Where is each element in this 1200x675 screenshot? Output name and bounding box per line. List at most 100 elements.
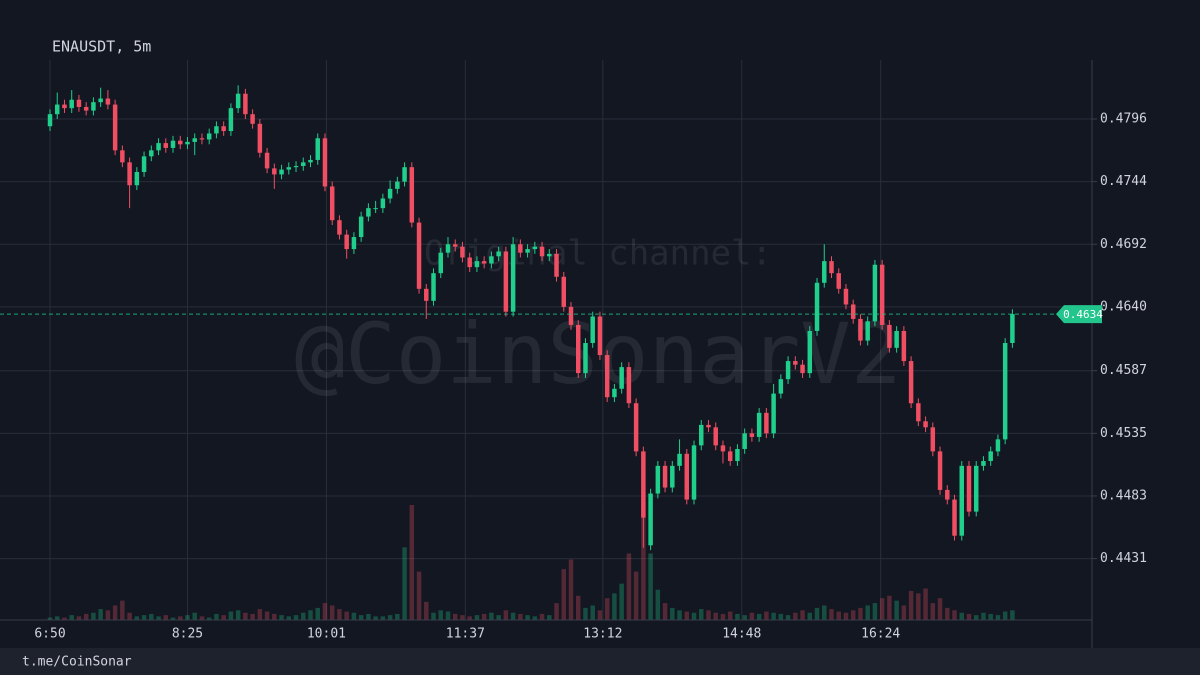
volume-bar [525,615,530,620]
candle-body [481,261,487,264]
candle-body [452,244,458,247]
volume-bar [1010,610,1015,620]
volume-bar [662,603,668,620]
volume-bar [228,611,234,620]
volume-bar [293,615,299,620]
candle-body [243,93,248,115]
candle-body [83,106,89,111]
candle-body [409,167,415,223]
candle-body [756,412,762,437]
volume-bar [380,616,386,620]
volume-bar [235,610,241,620]
candle-body [583,343,588,374]
candle-body [554,253,559,277]
volume-bar [633,571,639,620]
candle-body [916,403,921,422]
volume-bar [474,615,480,620]
volume-bar [822,605,827,620]
volume-bar [713,612,718,620]
volume-bar [930,603,936,620]
candle-body [930,427,936,452]
candle-body [901,330,907,362]
volume-bar [981,612,986,620]
candle-body [822,261,827,283]
candle-body [329,186,335,221]
candle-body [496,251,501,257]
candle-body [402,167,407,182]
volume-bar [402,547,407,620]
candle-body [62,104,67,109]
volume-bar [626,553,632,620]
volume-bar [199,616,205,620]
volume-bar [814,607,820,620]
volume-bar [879,598,885,620]
volume-bar [865,605,870,620]
candle-body [163,143,169,148]
volume-bar [807,612,813,620]
candle-body [771,393,776,434]
volume-bar [163,615,169,620]
candle-body [706,424,711,428]
candle-body [105,98,111,105]
volume-bar [358,615,364,620]
candle-body [467,257,472,268]
volume-bar [47,617,53,620]
candle-body [604,355,610,398]
candle-body [973,465,979,512]
candle-body [185,141,190,145]
volume-bar [134,616,140,620]
candle-body [829,261,834,274]
volume-bars [47,505,1015,620]
candle-body [547,253,552,257]
candle-body [879,264,885,325]
candle-body [98,98,103,103]
candle-body [206,133,212,140]
volume-bar [800,610,805,620]
volume-bar [286,616,292,620]
volume-bar [62,617,67,620]
volume-bar [561,569,567,620]
candle-body [228,108,234,132]
candle-body [887,324,892,348]
volume-bar [945,607,950,620]
volume-bar [272,613,277,620]
volume-bar [98,609,103,620]
volume-bar [91,612,96,620]
candle-body [945,489,950,500]
volume-bar [764,611,769,620]
candle-body [988,451,993,462]
candle-body [597,316,603,356]
candle-body [272,168,277,175]
volume-bar [83,613,89,620]
candle-body [568,306,574,325]
x-tick-label: 6:50 [34,627,65,642]
volume-bar [214,613,219,620]
volume-bar [872,603,878,620]
volume-bar [894,600,899,620]
volume-bar [496,615,501,620]
volume-bar [923,588,928,620]
volume-bar [395,613,400,620]
volume-bar [995,615,1001,620]
candle-body [937,451,943,490]
volume-bar [257,609,263,620]
candle-body [858,318,863,341]
candle-body [344,234,349,250]
volume-bar [699,609,704,620]
volume-bar [568,559,574,620]
volume-bar [149,613,154,620]
candle-body [54,104,60,115]
volume-bar [691,612,697,620]
candle-body [727,451,733,462]
y-tick-label: 0.4431 [1100,551,1147,566]
volume-bar [279,615,284,620]
volume-bar [178,616,183,620]
candle-body [387,188,393,199]
candle-body [431,273,436,301]
x-tick-label: 14:48 [722,627,761,642]
candle-body [952,499,957,536]
candle-body [373,208,378,210]
candles [47,85,1015,551]
candle-body [192,138,197,142]
